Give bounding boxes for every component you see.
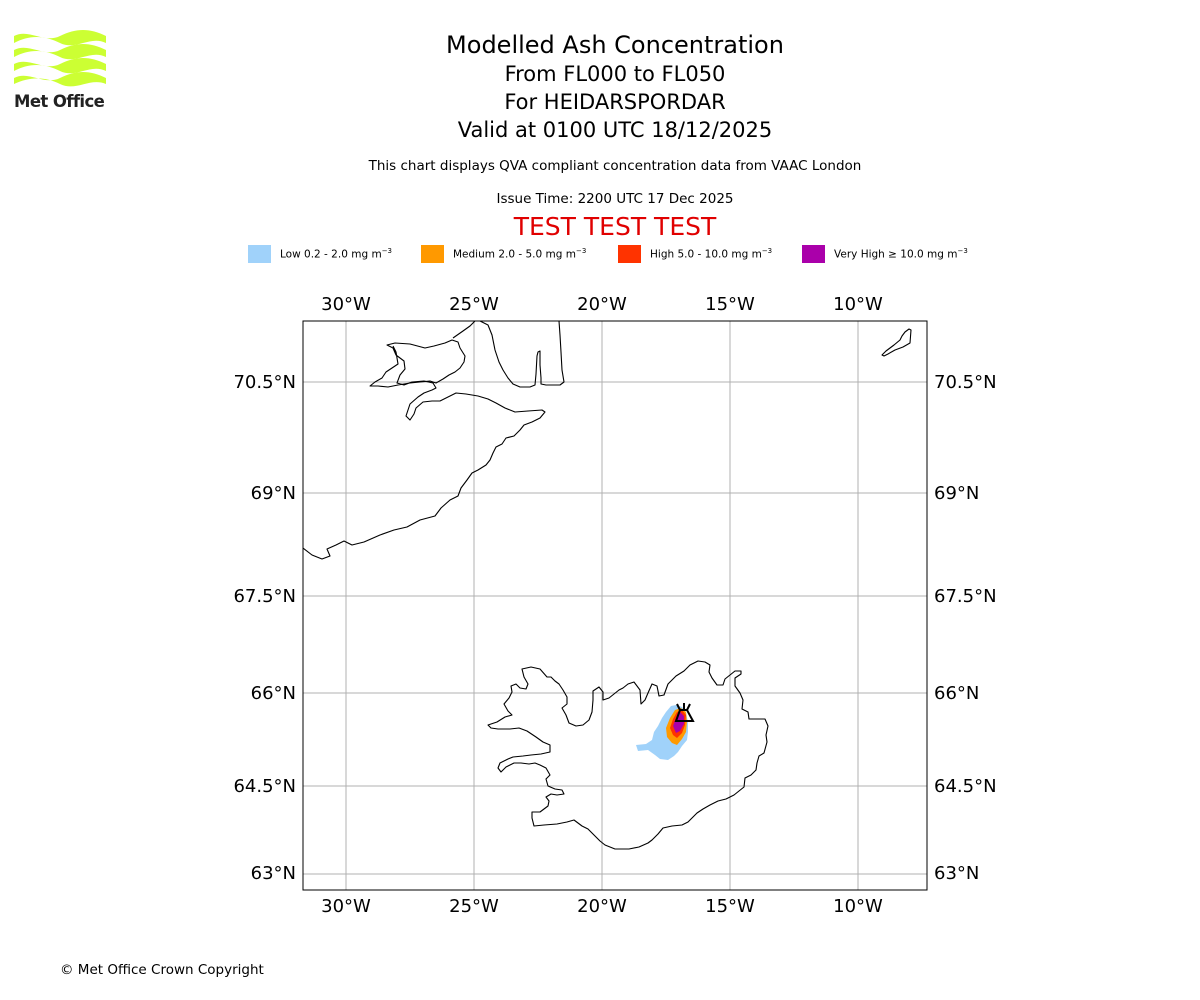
lat-label-right-69n: 69°N bbox=[934, 483, 979, 504]
met-office-logo: Met Office bbox=[14, 30, 106, 112]
lat-label-left-64-5n: 64.5°N bbox=[233, 776, 296, 797]
legend-label-high: High 5.0 - 10.0 mg m bbox=[650, 248, 762, 261]
lon-label-top-15w: 15°W bbox=[705, 294, 755, 315]
lat-label-left-63n: 63°N bbox=[251, 863, 296, 884]
legend-swatch-medium bbox=[421, 245, 444, 263]
lon-labels-top: 30°W 25°W 20°W 15°W 10°W bbox=[321, 294, 883, 315]
logo-text: Met Office bbox=[14, 92, 105, 111]
legend-label-low: Low 0.2 - 2.0 mg m bbox=[280, 248, 382, 261]
lat-label-right-70-5n: 70.5°N bbox=[934, 372, 997, 393]
legend-item-low: Low 0.2 - 2.0 mg m−3 bbox=[248, 244, 392, 264]
lon-label-top-30w: 30°W bbox=[321, 294, 371, 315]
lon-label-top-20w: 20°W bbox=[577, 294, 627, 315]
legend-swatch-high bbox=[618, 245, 641, 263]
lon-label-bottom-30w: 30°W bbox=[321, 896, 371, 917]
lat-labels-left: 70.5°N 69°N 67.5°N 66°N 64.5°N 63°N bbox=[233, 372, 296, 884]
chart-description: This chart displays QVA compliant concen… bbox=[368, 158, 862, 174]
legend-label-medium: Medium 2.0 - 5.0 mg m bbox=[453, 248, 576, 261]
iceland bbox=[487, 660, 769, 850]
met-office-waves-icon bbox=[14, 30, 106, 87]
coastlines bbox=[303, 321, 912, 850]
lat-label-left-66n: 66°N bbox=[251, 683, 296, 704]
lat-label-left-70-5n: 70.5°N bbox=[233, 372, 296, 393]
lat-label-right-64-5n: 64.5°N bbox=[934, 776, 997, 797]
volcano-marker-icon bbox=[674, 703, 695, 722]
flight-levels: From FL000 to FL050 bbox=[504, 62, 726, 86]
greenland-coast bbox=[303, 339, 546, 560]
lat-labels-right: 70.5°N 69°N 67.5°N 66°N 64.5°N 63°N bbox=[934, 372, 997, 884]
lon-label-bottom-15w: 15°W bbox=[705, 896, 755, 917]
legend: Low 0.2 - 2.0 mg m−3 Medium 2.0 - 5.0 mg… bbox=[0, 244, 1200, 264]
issue-time: Issue Time: 2200 UTC 17 Dec 2025 bbox=[496, 191, 734, 207]
lon-label-bottom-25w: 25°W bbox=[449, 896, 499, 917]
gridlines bbox=[303, 321, 927, 890]
ash-very-high bbox=[673, 712, 684, 733]
legend-item-high: High 5.0 - 10.0 mg m−3 bbox=[618, 244, 772, 264]
lat-label-right-67-5n: 67.5°N bbox=[934, 586, 997, 607]
greenland-fjord-coast bbox=[452, 321, 565, 388]
legend-item-medium: Medium 2.0 - 5.0 mg m−3 bbox=[421, 244, 586, 264]
ash-plume bbox=[636, 705, 688, 760]
lon-label-top-25w: 25°W bbox=[449, 294, 499, 315]
chart-titles: Modelled Ash Concentration From FL000 to… bbox=[415, 30, 815, 144]
valid-time: Valid at 0100 UTC 18/12/2025 bbox=[457, 118, 773, 142]
jan-mayen bbox=[881, 328, 912, 357]
legend-label-very-high: Very High ≥ 10.0 mg m bbox=[834, 248, 958, 261]
legend-swatch-very-high bbox=[802, 245, 825, 263]
chart-title: Modelled Ash Concentration bbox=[446, 31, 784, 59]
lat-label-right-63n: 63°N bbox=[934, 863, 979, 884]
lon-labels-bottom: 30°W 25°W 20°W 15°W 10°W bbox=[321, 896, 883, 917]
volcano-name: For HEIDARSPORDAR bbox=[504, 90, 726, 114]
lon-label-top-10w: 10°W bbox=[833, 294, 883, 315]
legend-swatch-low bbox=[248, 245, 271, 263]
legend-item-very-high: Very High ≥ 10.0 mg m−3 bbox=[802, 244, 968, 264]
copyright: © Met Office Crown Copyright bbox=[60, 962, 264, 978]
lat-label-right-66n: 66°N bbox=[934, 683, 979, 704]
lat-label-left-67-5n: 67.5°N bbox=[233, 586, 296, 607]
test-banner: TEST TEST TEST bbox=[513, 212, 717, 241]
lon-label-bottom-20w: 20°W bbox=[577, 896, 627, 917]
map-frame bbox=[302, 320, 928, 891]
lat-label-left-69n: 69°N bbox=[251, 483, 296, 504]
lon-label-bottom-10w: 10°W bbox=[833, 896, 883, 917]
